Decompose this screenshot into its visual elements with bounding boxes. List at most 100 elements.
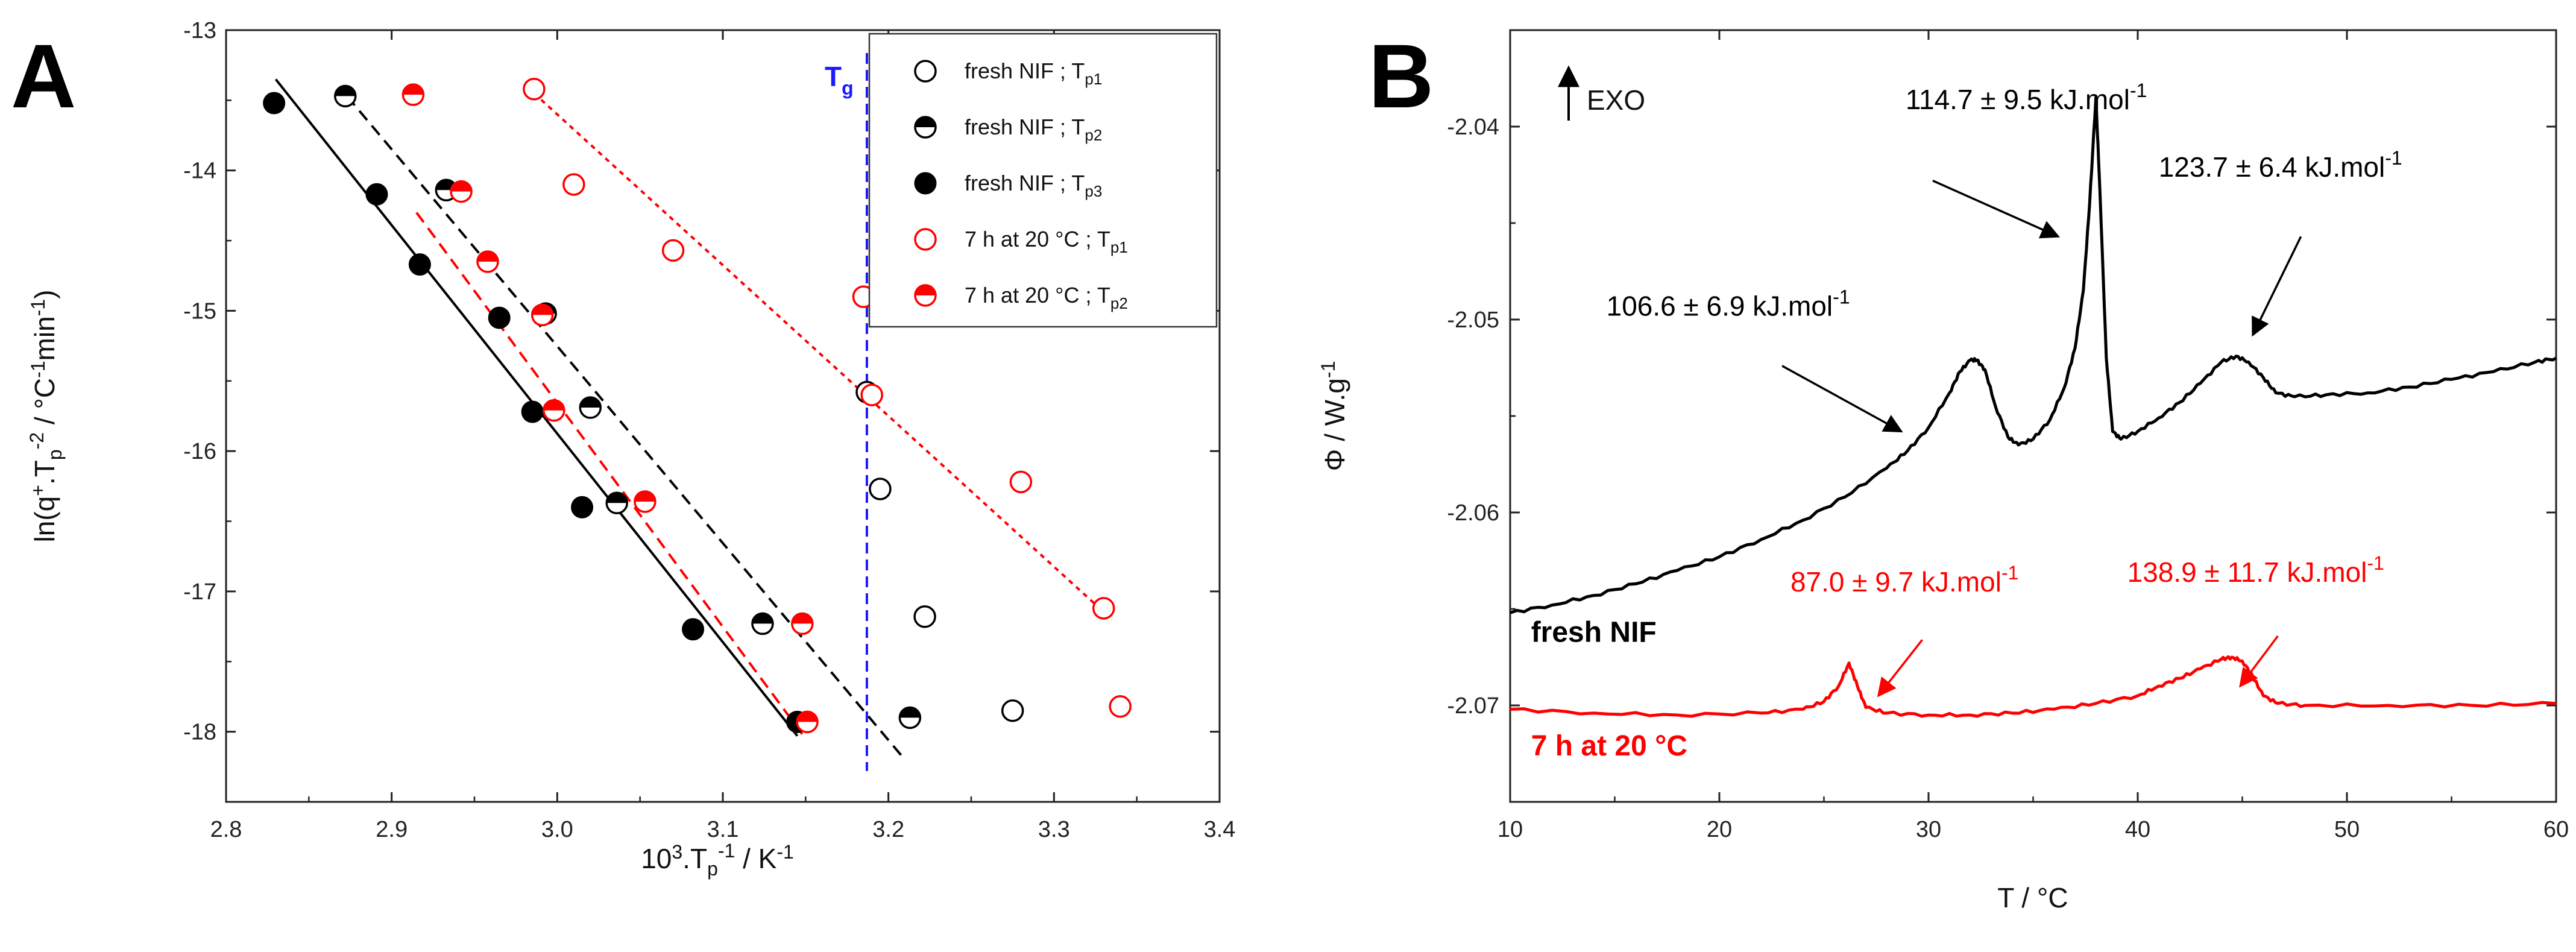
tg-label-main: T xyxy=(825,61,842,92)
data-point-s4 xyxy=(791,612,814,635)
y-axis-label-a: ln(q+.Tp-2 / °C-1min-1) xyxy=(26,290,66,543)
legend-entry-text: fresh NIF ; T xyxy=(965,171,1085,195)
x-tick-label-b: 50 xyxy=(2334,817,2360,842)
legend-entry-1: fresh NIF ; Tp2 xyxy=(965,115,1102,144)
y-tick-label-a: -15 xyxy=(183,298,216,324)
y-tick-label-b: -2.06 xyxy=(1447,500,1499,526)
annotation-text: 114.7 ± 9.5 kJ.mol xyxy=(1906,84,2130,115)
annotation-text: 138.9 ± 11.7 kJ.mol xyxy=(2127,556,2367,588)
fit-line-1 xyxy=(345,95,906,761)
data-point-s2 xyxy=(682,618,705,641)
x-tick-label-b: 30 xyxy=(1916,817,1941,842)
data-point-s3 xyxy=(1092,597,1115,620)
annotation-arrow-icon-2 xyxy=(1781,365,1903,433)
data-point-s2 xyxy=(571,496,594,519)
marker-half-fill xyxy=(477,251,498,262)
annotation-text: 87.0 ± 9.7 kJ.mol xyxy=(1790,566,2001,597)
marker-open xyxy=(1001,699,1024,722)
marker-open xyxy=(1109,695,1132,718)
dsc-curve-1 xyxy=(1510,655,2557,718)
marker-filled xyxy=(571,496,594,519)
annotation-arrow-icon-3 xyxy=(1877,639,1923,698)
data-point-s2 xyxy=(365,183,388,206)
curve-label-1: 7 h at 20 °C xyxy=(1531,730,1687,762)
legend-entry-4: 7 h at 20 °C ; Tp2 xyxy=(965,283,1128,312)
panel-b: B 10 20 30 40 50 60 -2.04 -2.05 -2.06 -2.07 114.7… xyxy=(1317,25,2569,913)
legend-entry-sub: p2 xyxy=(1085,126,1102,144)
plot-b-ticks: 10 20 30 40 50 60 -2.04 -2.05 -2.06 -2.07 xyxy=(1447,30,2569,842)
tg-label: Tg xyxy=(825,61,854,99)
data-point-s0 xyxy=(869,478,892,500)
marker-half-fill xyxy=(792,613,813,624)
data-point-s0 xyxy=(1001,699,1024,722)
data-point-s4 xyxy=(476,250,499,273)
data-point-s2 xyxy=(263,92,286,115)
marker-open xyxy=(523,77,546,101)
legend-entry-3: 7 h at 20 °C ; Tp1 xyxy=(965,227,1128,256)
panel-b-label: B xyxy=(1368,25,1434,127)
plot-b-curves xyxy=(1510,96,2557,718)
data-point-s3 xyxy=(1009,470,1033,494)
legend-entry-0: fresh NIF ; Tp1 xyxy=(965,58,1102,88)
data-point-s4 xyxy=(796,710,819,734)
marker-open xyxy=(1009,470,1033,494)
legend-marker-3 xyxy=(914,228,937,251)
plot-a-points xyxy=(263,77,1132,734)
x-axis-label-b: T / °C xyxy=(1997,882,2068,913)
annotation-sup: -1 xyxy=(2367,552,2384,574)
marker-open xyxy=(1092,597,1115,620)
y-tick-label-a: -13 xyxy=(183,18,216,43)
x-tick-label-a: 2.9 xyxy=(376,817,408,842)
y-tick-label-a: -17 xyxy=(183,579,216,605)
marker-half-fill xyxy=(634,491,655,502)
data-point-s4 xyxy=(543,399,565,422)
data-point-s4 xyxy=(634,490,657,513)
data-point-s1 xyxy=(751,612,774,635)
legend-entry-sub: p1 xyxy=(1110,238,1128,256)
dsc-curve-0 xyxy=(1510,96,2557,614)
marker-half-fill xyxy=(451,181,472,192)
annotation-arrow-icon-0 xyxy=(1932,180,2061,239)
annotation-3: 87.0 ± 9.7 kJ.mol-1 xyxy=(1790,562,2018,597)
legend-entry-text: 7 h at 20 °C ; T xyxy=(965,283,1110,307)
marker-half-fill xyxy=(915,285,936,295)
marker-filled xyxy=(521,400,544,423)
y-tick-label-a: -16 xyxy=(183,439,216,464)
data-point-s1 xyxy=(334,84,357,108)
marker-half-fill xyxy=(403,84,424,95)
marker-open xyxy=(562,173,585,196)
data-point-s2 xyxy=(521,400,544,423)
x-axis-label-a: 103.Tp-1 / K-1 xyxy=(641,840,794,880)
marker-filled xyxy=(263,92,286,115)
y-tick-label-b: -2.04 xyxy=(1447,115,1499,140)
legend-entry-sub: p3 xyxy=(1085,182,1102,200)
data-point-s1 xyxy=(605,491,628,515)
data-point-s4 xyxy=(402,83,425,106)
legend-marker-1 xyxy=(914,116,937,139)
marker-filled xyxy=(408,253,431,276)
annotation-arrow-icon-4 xyxy=(2239,635,2279,688)
panel-a-label: A xyxy=(11,25,76,127)
marker-filled xyxy=(914,172,937,195)
annotation-sup: -1 xyxy=(2130,80,2147,101)
annotation-text: 106.6 ± 6.9 kJ.mol xyxy=(1607,291,1833,322)
annotation-arrow-icon-1 xyxy=(2252,236,2302,337)
x-tick-label-b: 10 xyxy=(1497,817,1523,842)
marker-open xyxy=(914,228,937,251)
legend-marker-0 xyxy=(914,60,937,83)
x-tick-label-a: 3.4 xyxy=(1204,817,1236,842)
y-axis-label-b: Φ / W.g-1 xyxy=(1317,361,1350,471)
marker-half-fill xyxy=(580,397,601,408)
x-tick-label-b: 40 xyxy=(2125,817,2150,842)
data-point-s4 xyxy=(450,180,473,203)
marker-half-fill xyxy=(899,707,921,718)
annotation-sup: -1 xyxy=(2385,147,2402,169)
annotation-text: 123.7 ± 6.4 kJ.mol xyxy=(2159,151,2385,183)
x-tick-label-a: 3.2 xyxy=(872,817,904,842)
x-tick-label-a: 3.0 xyxy=(541,817,573,842)
marker-half-fill xyxy=(543,400,564,411)
marker-half-fill xyxy=(606,493,628,503)
marker-half-fill xyxy=(797,711,818,722)
